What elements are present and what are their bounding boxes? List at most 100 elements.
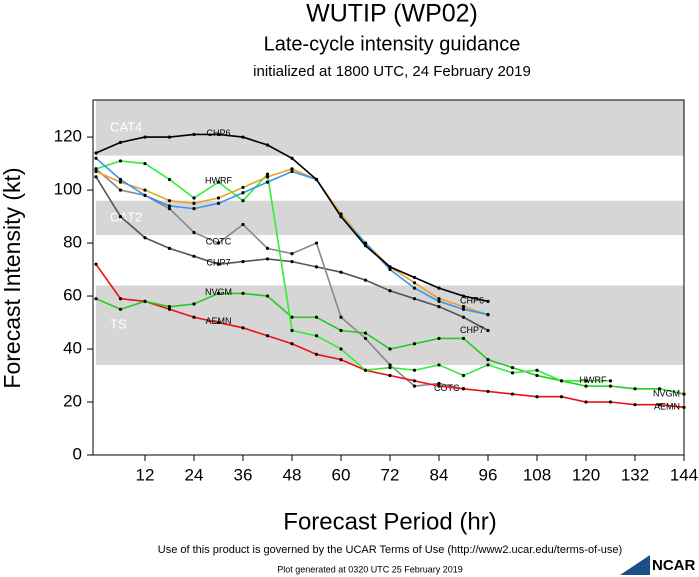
point [94, 169, 98, 174]
point [290, 252, 294, 256]
point [535, 395, 539, 399]
generated: Plot generated at 0320 UTC 25 February 2… [277, 564, 463, 574]
point [437, 363, 441, 367]
plot-frame [92, 99, 685, 456]
point [461, 315, 466, 319]
y-tick-label: 80 [63, 233, 82, 252]
point [290, 169, 294, 174]
point [535, 368, 539, 372]
point [167, 246, 172, 250]
series-label: NVGM [205, 287, 232, 297]
point [486, 358, 490, 362]
point [437, 297, 441, 301]
series-label: CHP7 [460, 325, 484, 335]
y-tick-label: 0 [73, 444, 82, 463]
category-band [96, 100, 684, 156]
series-label: COTC [206, 236, 232, 246]
series-line [95, 160, 611, 382]
point [412, 384, 417, 388]
point [437, 384, 441, 388]
point [486, 389, 490, 394]
band-label: CAT1 [110, 252, 142, 267]
point [388, 289, 392, 293]
point [314, 265, 319, 269]
point [535, 373, 539, 378]
point [559, 395, 564, 399]
point [118, 188, 123, 192]
point [682, 405, 686, 409]
point [461, 387, 466, 391]
point [388, 267, 392, 272]
point [118, 159, 123, 163]
point [461, 336, 466, 341]
point [118, 177, 123, 182]
point [192, 230, 196, 235]
point [437, 286, 441, 290]
point [118, 307, 123, 311]
y-tick-label: 40 [63, 339, 82, 358]
x-tick-label: 144 [670, 465, 698, 484]
point [461, 294, 466, 298]
point [682, 392, 686, 396]
series-label: NVGM [653, 388, 680, 398]
point [143, 299, 147, 303]
x-tick-label: 72 [381, 465, 400, 484]
point [290, 260, 294, 264]
logo-mark [620, 555, 650, 575]
point [608, 379, 613, 383]
point [241, 135, 245, 139]
point [363, 244, 368, 248]
point [388, 347, 392, 351]
category-band [96, 200, 684, 236]
point [216, 320, 221, 325]
point [339, 270, 343, 274]
point [192, 207, 196, 211]
point [608, 400, 613, 404]
point [265, 143, 270, 147]
logo: NCAR [652, 557, 695, 574]
x-tick-label: 60 [332, 465, 351, 484]
point [241, 326, 245, 330]
point [339, 328, 343, 333]
point [167, 307, 172, 311]
point [584, 400, 588, 404]
point [363, 331, 368, 335]
point [167, 207, 172, 211]
series-label: AEMN [205, 316, 231, 326]
point [412, 368, 417, 372]
point [314, 315, 319, 319]
x-tick-label: 96 [479, 465, 498, 484]
point [412, 297, 417, 301]
point [216, 241, 221, 245]
point [388, 363, 392, 367]
point [339, 315, 343, 319]
point [339, 358, 343, 362]
point [486, 363, 490, 367]
y-tick-label: 120 [54, 127, 82, 146]
series-label: AEMN [654, 402, 680, 412]
point [510, 392, 515, 396]
init-time: initialized at 1800 UTC, 24 February 201… [253, 63, 531, 80]
point [192, 315, 196, 319]
point [192, 254, 196, 258]
point [216, 196, 221, 200]
point [167, 204, 172, 208]
point [94, 297, 98, 301]
point [241, 199, 245, 203]
point [339, 214, 343, 219]
point [486, 312, 490, 317]
point [437, 381, 441, 386]
point [241, 191, 245, 195]
point [167, 199, 172, 203]
point [388, 365, 392, 370]
point [216, 291, 221, 295]
series-label: HWRF [205, 176, 232, 186]
point [167, 135, 172, 139]
point [584, 384, 588, 388]
chart-title: WUTIP (WP02) [306, 0, 478, 28]
point [559, 379, 564, 383]
point [608, 384, 613, 388]
footer: Use of this product is governed by the U… [158, 544, 622, 556]
point [290, 328, 294, 333]
point [437, 336, 441, 341]
